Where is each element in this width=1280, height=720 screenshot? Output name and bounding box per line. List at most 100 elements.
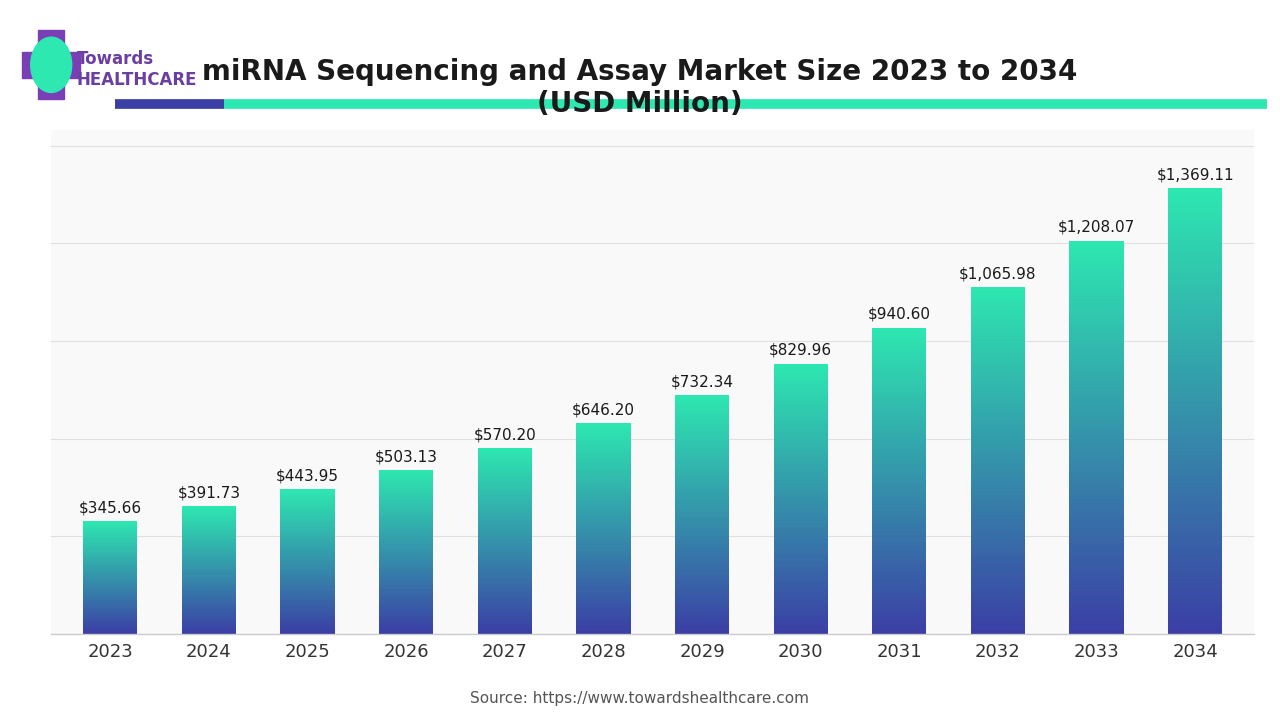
Bar	[773, 509, 828, 512]
Bar	[379, 564, 434, 567]
Bar	[182, 529, 236, 531]
Bar	[970, 377, 1025, 381]
Text: $503.13: $503.13	[375, 449, 438, 464]
Bar	[970, 307, 1025, 311]
Bar	[182, 524, 236, 526]
Bar	[576, 583, 631, 585]
Bar	[1070, 594, 1124, 598]
Bar	[379, 621, 434, 622]
Bar	[477, 548, 532, 550]
Bar	[1169, 477, 1222, 482]
Bar	[1070, 240, 1124, 245]
Bar	[970, 623, 1025, 626]
Bar	[970, 450, 1025, 454]
Bar	[773, 382, 828, 385]
Bar	[675, 626, 730, 629]
Bar	[773, 547, 828, 550]
Bar	[970, 602, 1025, 606]
Bar	[477, 611, 532, 613]
Bar	[970, 456, 1025, 460]
Bar	[83, 583, 137, 584]
Bar	[280, 516, 335, 518]
Bar	[872, 398, 927, 401]
Bar	[872, 526, 927, 530]
Bar	[280, 531, 335, 533]
Bar	[280, 510, 335, 513]
Bar	[280, 631, 335, 632]
Bar	[182, 530, 236, 531]
Bar	[675, 617, 730, 619]
Bar	[280, 525, 335, 527]
Bar	[1070, 559, 1124, 563]
Bar	[477, 600, 532, 602]
Bar	[477, 500, 532, 502]
Bar	[83, 576, 137, 577]
Bar	[675, 488, 730, 491]
Bar	[773, 369, 828, 372]
Bar	[872, 389, 927, 392]
Bar	[1169, 206, 1222, 211]
Bar	[1070, 567, 1124, 571]
Bar	[675, 572, 730, 574]
Bar	[675, 564, 730, 567]
Bar	[675, 534, 730, 536]
Bar	[83, 626, 137, 627]
Bar	[182, 513, 236, 514]
Bar	[675, 541, 730, 543]
Bar	[477, 608, 532, 610]
Bar	[576, 508, 631, 510]
Bar	[872, 631, 927, 634]
Bar	[182, 553, 236, 554]
Bar	[773, 401, 828, 404]
Bar	[83, 586, 137, 588]
Bar	[675, 507, 730, 510]
Bar	[773, 520, 828, 523]
Bar	[1169, 433, 1222, 438]
Bar	[1169, 384, 1222, 389]
Bar	[970, 353, 1025, 356]
Bar	[379, 576, 434, 578]
Bar	[872, 517, 927, 521]
Bar	[1169, 259, 1222, 264]
Bar	[280, 595, 335, 596]
Bar	[280, 489, 335, 491]
Bar	[280, 572, 335, 573]
Bar	[1169, 340, 1222, 344]
Bar	[1070, 335, 1124, 339]
Bar	[1169, 558, 1222, 562]
Bar	[576, 528, 631, 531]
Bar	[182, 539, 236, 541]
Bar	[872, 377, 927, 379]
Bar	[477, 490, 532, 492]
Bar	[970, 380, 1025, 384]
Bar	[773, 410, 828, 413]
Bar	[773, 561, 828, 564]
Bar	[872, 624, 927, 628]
Bar	[280, 611, 335, 612]
Bar	[675, 450, 730, 453]
Bar	[675, 431, 730, 433]
Bar	[280, 552, 335, 554]
Text: $1,369.11: $1,369.11	[1156, 168, 1234, 183]
Bar	[576, 457, 631, 459]
Bar	[872, 419, 927, 423]
Bar	[675, 614, 730, 617]
Bar	[872, 545, 927, 548]
Bar	[182, 536, 236, 538]
Bar	[280, 619, 335, 621]
Bar	[1070, 520, 1124, 523]
Bar	[970, 301, 1025, 305]
Bar	[379, 474, 434, 477]
Bar	[182, 591, 236, 593]
Bar	[280, 496, 335, 498]
Bar	[182, 612, 236, 613]
Bar	[872, 490, 927, 493]
Bar	[675, 543, 730, 546]
Bar	[675, 603, 730, 605]
Bar	[1169, 353, 1222, 358]
Bar	[675, 472, 730, 474]
Bar	[1169, 193, 1222, 197]
Bar	[1169, 455, 1222, 460]
Bar	[83, 608, 137, 610]
Bar	[970, 318, 1025, 322]
